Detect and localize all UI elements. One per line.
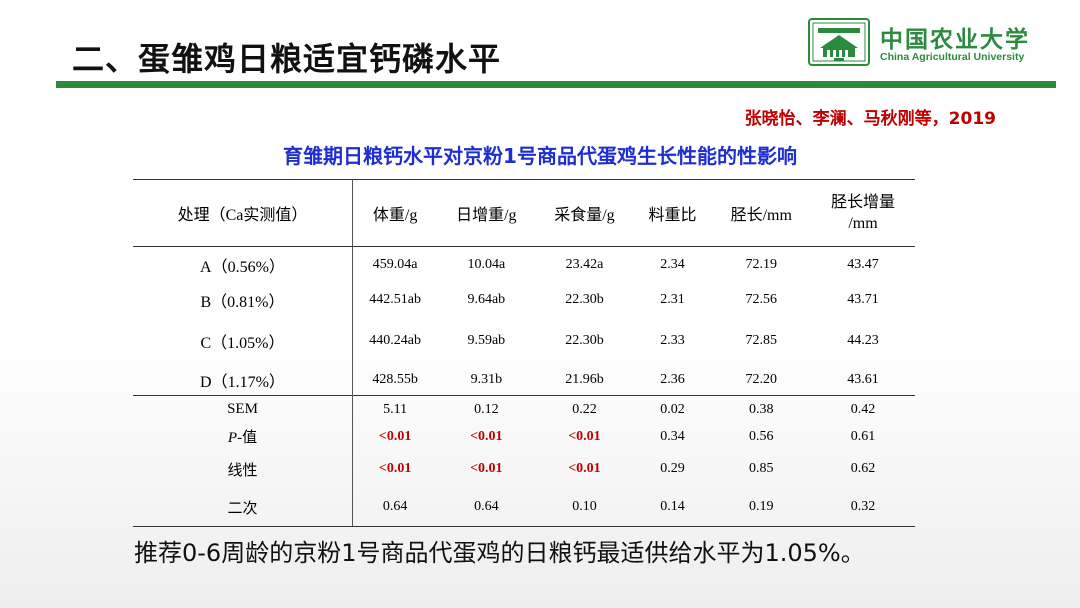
- stat-shank-gain: 0.62: [850, 461, 876, 476]
- cell-shank-length: 72.85: [745, 333, 777, 348]
- header-shank-gain: 胫长增量 /mm: [811, 179, 915, 247]
- growth-performance-table: 处理（Ca实测值） 体重/g 日增重/g 采食量/g 料重比 胫长/mm 胫长增…: [133, 179, 915, 527]
- cell-feed-intake: 22.30b: [565, 292, 604, 307]
- stat-daily-gain: 0.12: [437, 395, 536, 424]
- stat-feed-ratio: 0.29: [660, 461, 685, 476]
- cell-shank-gain: 43.47: [847, 256, 879, 272]
- stat-label-rest: -值: [237, 430, 258, 446]
- stats-row: SEM 5.11 0.12 0.22 0.02 0.38 0.42: [133, 395, 915, 424]
- cell-shank-length: 72.56: [745, 292, 777, 307]
- cell-body-weight: 428.55b: [372, 371, 418, 387]
- stat-shank-length: 0.19: [711, 488, 812, 527]
- stats-row: 二次 0.64 0.64 0.10 0.14 0.19 0.32: [133, 488, 915, 527]
- table-row: A（0.56%） 459.04a 10.04a 23.42a 2.34 72.19 43.4…: [133, 246, 915, 283]
- stats-row: 线性 <0.01 <0.01 <0.01 0.29 0.85 0.62: [133, 449, 915, 489]
- stat-feed-intake: <0.01: [568, 461, 601, 476]
- stat-feed-intake: 0.10: [535, 488, 634, 527]
- stats-row: P-值 <0.01 <0.01 <0.01 0.34 0.56 0.61: [133, 423, 915, 450]
- cell-feed-intake: 23.42a: [565, 256, 604, 272]
- logo-name-english: China Agricultural University: [880, 51, 1025, 63]
- header-shank-length: 胫长/mm: [711, 179, 812, 247]
- header-feed-intake: 采食量/g: [535, 179, 634, 247]
- cell-daily-gain: 9.59ab: [467, 333, 506, 348]
- stat-shank-gain: 0.32: [811, 488, 915, 527]
- stat-shank-gain: 0.42: [811, 395, 915, 424]
- cell-shank-gain: 43.71: [847, 292, 879, 307]
- table-row: D（1.17%） 428.55b 9.31b 21.96b 2.36 72.20 43.61: [133, 364, 915, 396]
- header-treatment: 处理（Ca实测值）: [133, 179, 353, 247]
- stat-shank-length: 0.56: [748, 428, 774, 444]
- cell-feed-ratio: 2.34: [660, 256, 685, 272]
- stat-body-weight: <0.01: [378, 428, 412, 444]
- stat-feed-ratio: 0.34: [660, 428, 685, 444]
- stat-label: 线性: [133, 449, 353, 489]
- row-label: A（0.56%）: [133, 246, 353, 283]
- table-row: C（1.05%） 440.24ab 9.59ab 22.30b 2.33 72.85 44.…: [133, 317, 915, 365]
- stat-feed-intake: 0.22: [535, 395, 634, 424]
- cell-feed-intake: 21.96b: [565, 371, 604, 387]
- stat-daily-gain: 0.64: [437, 488, 536, 527]
- row-label: B（0.81%）: [133, 282, 353, 318]
- stat-label: P-值: [133, 423, 353, 450]
- stat-label: 二次: [133, 488, 353, 527]
- slide-title: 二、蛋雏鸡日粮适宜钙磷水平: [72, 40, 502, 78]
- conclusion-text: 推荐0-6周龄的京粉1号商品代蛋鸡的日粮钙最适供给水平为1.05%。: [134, 539, 865, 567]
- cell-shank-length: 72.20: [745, 371, 777, 387]
- cell-daily-gain: 9.31b: [470, 371, 503, 387]
- stat-shank-length: 0.85: [748, 461, 774, 476]
- cell-feed-intake: 22.30b: [565, 333, 604, 348]
- stat-feed-intake: <0.01: [568, 428, 601, 444]
- cell-body-weight: 459.04a: [372, 256, 418, 272]
- stat-feed-ratio: 0.14: [633, 488, 712, 527]
- cell-shank-gain: 43.61: [847, 371, 879, 387]
- cell-feed-ratio: 2.36: [660, 371, 685, 387]
- cell-shank-length: 72.19: [745, 256, 777, 272]
- stat-label-italic: P: [227, 430, 238, 446]
- stat-daily-gain: <0.01: [470, 461, 503, 476]
- stat-daily-gain: <0.01: [470, 428, 503, 444]
- header-body-weight: 体重/g: [352, 179, 438, 247]
- stat-shank-length: 0.38: [711, 395, 812, 424]
- stat-label: SEM: [133, 395, 353, 424]
- stat-body-weight: 5.11: [352, 395, 438, 424]
- logo-name-chinese: 中国农业大学: [880, 26, 1030, 53]
- table-row: B（0.81%） 442.51ab 9.64ab 22.30b 2.31 72.56 43.…: [133, 282, 915, 318]
- stat-shank-gain: 0.61: [850, 428, 876, 444]
- cell-feed-ratio: 2.33: [660, 333, 685, 348]
- cell-daily-gain: 9.64ab: [467, 292, 506, 307]
- cell-feed-ratio: 2.31: [660, 292, 685, 307]
- title-underline-bar: [56, 81, 1056, 88]
- header-shank-gain-line2: /mm: [848, 215, 878, 232]
- header-shank-gain-line1: 胫长增量: [831, 194, 896, 211]
- header-feed-ratio: 料重比: [633, 179, 712, 247]
- table-header-row: 处理（Ca实测值） 体重/g 日增重/g 采食量/g 料重比 胫长/mm 胫长增…: [133, 179, 915, 247]
- university-logo: [808, 18, 870, 66]
- stat-feed-ratio: 0.02: [633, 395, 712, 424]
- stat-body-weight: 0.64: [352, 488, 438, 527]
- cell-daily-gain: 10.04a: [467, 256, 506, 272]
- cell-body-weight: 442.51ab: [369, 292, 421, 307]
- row-label: C（1.05%）: [133, 317, 353, 365]
- header-daily-gain: 日增重/g: [437, 179, 536, 247]
- citation: 张晓怡、李澜、马秋刚等，2019: [744, 109, 996, 129]
- cell-shank-gain: 44.23: [847, 333, 879, 348]
- table-title: 育雏期日粮钙水平对京粉1号商品代蛋鸡生长性能的性影响: [283, 144, 797, 168]
- row-label: D（1.17%）: [133, 364, 353, 396]
- stat-body-weight: <0.01: [378, 461, 412, 476]
- cell-body-weight: 440.24ab: [369, 333, 421, 348]
